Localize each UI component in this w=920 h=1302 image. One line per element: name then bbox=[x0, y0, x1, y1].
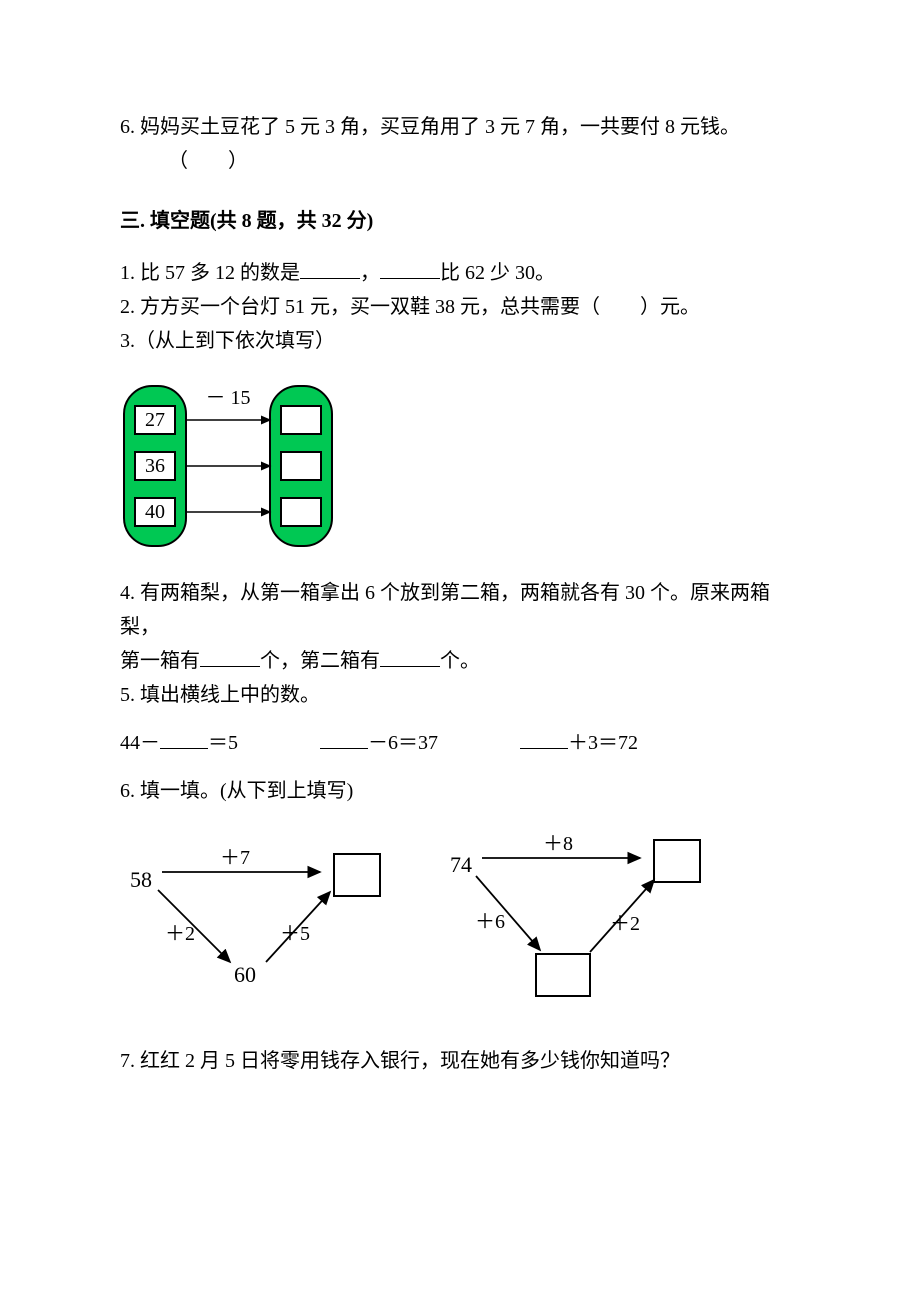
fig2l-down-op: ＋2 bbox=[165, 923, 195, 945]
eq1-blank[interactable] bbox=[160, 728, 208, 749]
fig1-left-val-3: 40 bbox=[145, 501, 165, 523]
figure-2: 58 ＋7 ＋2 60 ＋5 74 ＋8 ＋6 bbox=[120, 832, 800, 1018]
fig2l-top-op: ＋7 bbox=[220, 847, 250, 869]
eq2-blank[interactable] bbox=[320, 728, 368, 749]
s3q4-l2a: 第一箱有 bbox=[120, 650, 200, 672]
s3q2: 2. 方方买一个台灯 51 元，买一双鞋 38 元，总共需要（ ）元。 bbox=[120, 290, 800, 324]
fig2l-start: 58 bbox=[130, 867, 152, 892]
s3q4-blank2[interactable] bbox=[380, 646, 440, 667]
fig2l-up-op: ＋5 bbox=[280, 923, 310, 945]
s3q6-title: 6. 填一填。(从下到上填写) bbox=[120, 774, 800, 808]
s3q4-line1: 4. 有两箱梨，从第一箱拿出 6 个放到第二箱，两箱就各有 30 个。原来两箱梨… bbox=[120, 576, 800, 644]
fig2r-down-op: ＋6 bbox=[475, 911, 505, 933]
s3q4-line2: 第一箱有 个，第二箱有 个。 bbox=[120, 644, 800, 678]
s3q5-equations: 44－ ＝5 －6＝37 ＋3＝72 bbox=[120, 726, 800, 760]
s3q1-blank2[interactable] bbox=[380, 258, 440, 279]
fig1-left-val-1: 27 bbox=[145, 409, 165, 431]
s3q4-l2b: 个，第二箱有 bbox=[260, 650, 380, 672]
fig1-right-box-2[interactable] bbox=[281, 452, 321, 480]
fig1-left-val-2: 36 bbox=[145, 455, 165, 477]
q6-text: 6. 妈妈买土豆花了 5 元 3 角，买豆角用了 3 元 7 角，一共要付 8 … bbox=[120, 110, 800, 144]
section-3-title: 三. 填空题(共 8 题，共 32 分) bbox=[120, 204, 800, 238]
s3q1-prefix: 1. 比 57 多 12 的数是 bbox=[120, 262, 300, 284]
fig1-right-box-1[interactable] bbox=[281, 406, 321, 434]
s3q4-l2c: 个。 bbox=[440, 650, 480, 672]
s3q7: 7. 红红 2 月 5 日将零用钱存入银行，现在她有多少钱你知道吗？ bbox=[120, 1044, 800, 1078]
s3q1-blank1[interactable] bbox=[300, 258, 360, 279]
fig2r-up-op: ＋2 bbox=[610, 913, 640, 935]
fig1-right-box-3[interactable] bbox=[281, 498, 321, 526]
eq3-blank[interactable] bbox=[520, 728, 568, 749]
s3q3: 3.（从上到下依次填写） bbox=[120, 324, 800, 358]
s3q1: 1. 比 57 多 12 的数是 ， 比 62 少 30。 bbox=[120, 256, 800, 290]
s3q1-mid: ， bbox=[360, 262, 380, 284]
fig2r-start: 74 bbox=[450, 852, 472, 877]
eq2-b: －6＝37 bbox=[368, 732, 438, 754]
eq3-b: ＋3＝72 bbox=[568, 732, 638, 754]
figure-1: 27 36 40 － 15 bbox=[120, 382, 800, 558]
fig2l-result-box[interactable] bbox=[334, 854, 380, 896]
s3q1-suffix: 比 62 少 30。 bbox=[440, 262, 555, 284]
eq1-b: ＝5 bbox=[208, 732, 238, 754]
eq1-a: 44－ bbox=[120, 732, 160, 754]
fig2r-mid-box[interactable] bbox=[536, 954, 590, 996]
q6-paren[interactable]: （ ） bbox=[120, 144, 800, 178]
s3q5-title: 5. 填出横线上中的数。 bbox=[120, 678, 800, 712]
s3q4-blank1[interactable] bbox=[200, 646, 260, 667]
fig2r-result-box[interactable] bbox=[654, 840, 700, 882]
fig1-minus-label: － 15 bbox=[206, 387, 251, 409]
fig2l-mid: 60 bbox=[234, 962, 256, 987]
fig2r-top-op: ＋8 bbox=[543, 833, 573, 855]
